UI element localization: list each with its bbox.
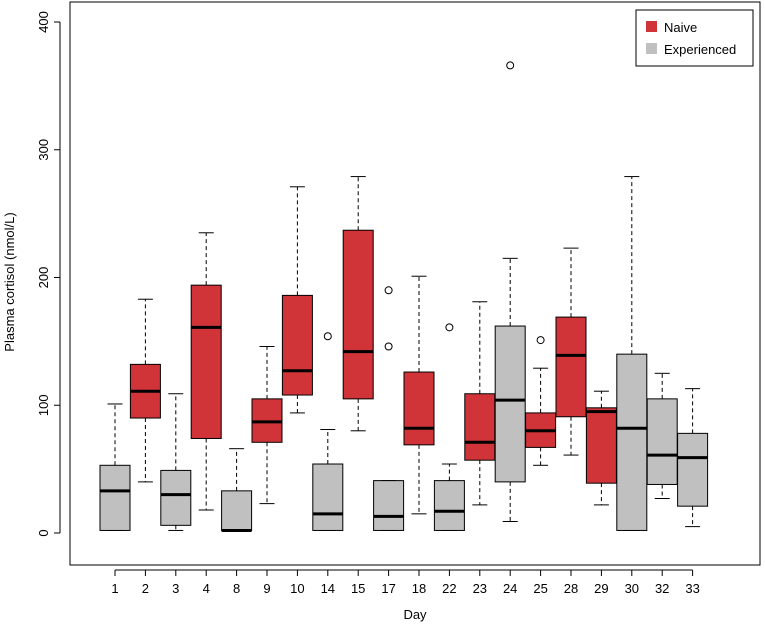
x-tick-label: 14 xyxy=(321,581,335,596)
box-day-24 xyxy=(494,61,526,523)
outlier-point xyxy=(384,286,393,295)
outlier-point xyxy=(506,61,515,70)
box-naive xyxy=(342,229,374,400)
box-naive xyxy=(555,316,587,418)
plot-frame xyxy=(69,1,761,566)
x-tick-label: 9 xyxy=(263,581,270,596)
box-day-15 xyxy=(342,176,374,432)
box-day-22 xyxy=(433,323,465,531)
x-tick-label: 28 xyxy=(564,581,578,596)
box-day-25 xyxy=(525,336,557,466)
x-tick-label: 17 xyxy=(381,581,395,596)
x-tick-label: 8 xyxy=(233,581,240,596)
x-tick-label: 3 xyxy=(172,581,179,596)
outlier-point xyxy=(536,336,545,345)
box-experienced xyxy=(373,480,405,531)
legend-label-experienced: Experienced xyxy=(664,42,736,57)
box-experienced xyxy=(160,469,192,526)
y-tick-label: 300 xyxy=(36,139,51,161)
y-tick-label: 400 xyxy=(36,11,51,33)
box-day-28 xyxy=(555,247,587,456)
box-naive xyxy=(281,294,313,396)
box-experienced xyxy=(677,432,709,507)
box-naive xyxy=(403,371,435,446)
y-tick-label: 100 xyxy=(36,394,51,416)
y-axis-label: Plasma cortisol (nmol/L) xyxy=(2,212,17,351)
box-day-3 xyxy=(160,393,192,531)
x-tick-label: 10 xyxy=(290,581,304,596)
box-experienced xyxy=(646,398,678,485)
box-day-18 xyxy=(403,275,435,515)
box-experienced xyxy=(312,463,344,531)
x-tick-label: 15 xyxy=(351,581,365,596)
box-experienced xyxy=(99,464,131,531)
x-tick-label: 32 xyxy=(655,581,669,596)
box-experienced xyxy=(433,480,465,531)
box-naive xyxy=(585,407,617,484)
x-tick-label: 23 xyxy=(473,581,487,596)
box-experienced xyxy=(616,353,648,531)
outlier-point xyxy=(323,332,332,341)
legend-swatch-naive xyxy=(646,21,657,32)
box-experienced xyxy=(221,490,253,531)
outlier-point xyxy=(384,342,393,351)
x-tick-label: 33 xyxy=(685,581,699,596)
x-tick-label: 2 xyxy=(142,581,149,596)
box-day-30 xyxy=(616,176,648,531)
box-day-1 xyxy=(99,403,131,531)
box-day-29 xyxy=(585,390,617,506)
box-day-10 xyxy=(281,186,313,414)
box-day-14 xyxy=(312,332,344,531)
y-tick-label: 200 xyxy=(36,267,51,289)
x-tick-label: 1 xyxy=(111,581,118,596)
box-day-33 xyxy=(677,388,709,528)
box-experienced xyxy=(494,325,526,483)
box-naive xyxy=(464,393,496,461)
box-day-9 xyxy=(251,345,283,505)
x-tick-label: 22 xyxy=(442,581,456,596)
x-tick-label: 4 xyxy=(203,581,210,596)
box-day-8 xyxy=(221,448,253,532)
x-tick-label: 18 xyxy=(412,581,426,596)
x-tick-label: 30 xyxy=(625,581,639,596)
outlier-point xyxy=(445,323,454,332)
box-day-23 xyxy=(464,301,496,506)
box-naive xyxy=(190,284,222,439)
x-tick-label: 29 xyxy=(594,581,608,596)
box-day-17 xyxy=(373,286,405,531)
x-tick-label: 25 xyxy=(533,581,547,596)
y-tick-label: 0 xyxy=(36,529,51,536)
box-day-32 xyxy=(646,372,678,500)
legend-swatch-experienced xyxy=(646,43,657,54)
box-day-4 xyxy=(190,232,222,511)
x-tick-label: 24 xyxy=(503,581,517,596)
legend-box xyxy=(635,9,754,67)
legend-label-naive: Naive xyxy=(664,20,697,35)
box-day-2 xyxy=(129,298,161,483)
x-axis-label: Day xyxy=(403,607,427,622)
